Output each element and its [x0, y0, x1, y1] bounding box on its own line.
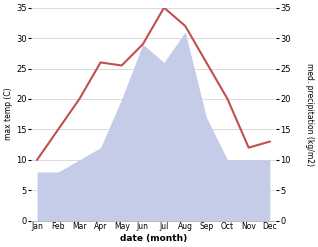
- Y-axis label: max temp (C): max temp (C): [4, 88, 13, 141]
- X-axis label: date (month): date (month): [120, 234, 187, 243]
- Y-axis label: med. precipitation (kg/m2): med. precipitation (kg/m2): [305, 63, 314, 166]
